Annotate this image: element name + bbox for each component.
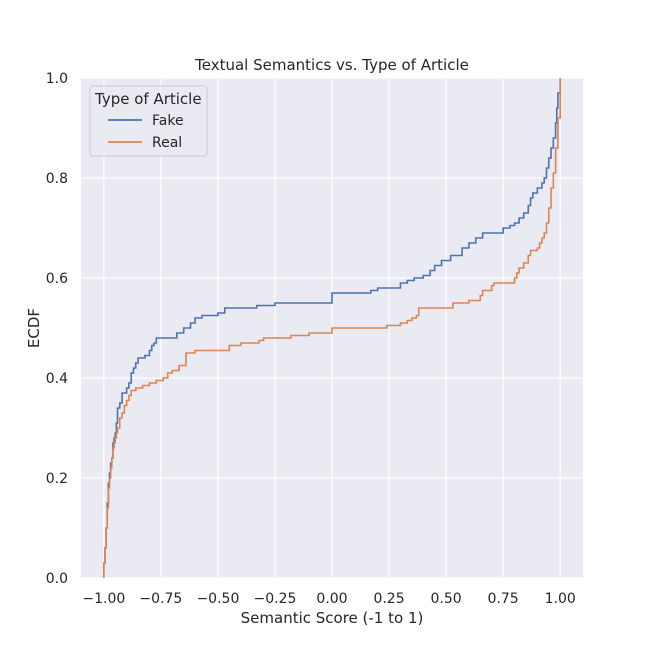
series-line-fake	[103, 78, 561, 578]
x-tick-labels: −1.00 −0.75 −0.50 −0.25 0.00 0.25 0.50 0.75 1.00	[82, 591, 575, 607]
legend-box	[89, 85, 208, 157]
series-lines	[103, 78, 561, 578]
x-tick-label: 0.25	[373, 591, 404, 607]
legend-label-real: Real	[152, 135, 182, 151]
grid-lines	[81, 77, 583, 579]
legend-label-fake: Fake	[152, 113, 184, 129]
y-axis-label: ECDF	[25, 308, 43, 348]
x-axis-label: Semantic Score (-1 to 1)	[241, 609, 424, 627]
y-tick-label: 1.0	[46, 71, 68, 87]
y-tick-label: 0.6	[46, 271, 68, 287]
x-tick-label: −1.00	[82, 591, 125, 607]
x-tick-label: −0.25	[254, 591, 297, 607]
x-tick-label: 1.00	[545, 591, 576, 607]
y-tick-label: 0.2	[46, 471, 68, 487]
x-tick-label: 0.00	[316, 591, 347, 607]
y-tick-label: 0.0	[46, 571, 68, 587]
legend-items: Fake Real	[108, 113, 184, 151]
x-tick-label: −0.75	[139, 591, 182, 607]
x-tick-label: 0.50	[431, 591, 462, 607]
x-tick-label: 0.75	[488, 591, 519, 607]
x-tick-label: −0.50	[196, 591, 239, 607]
y-tick-label: 0.8	[46, 171, 68, 187]
y-tick-labels: 0.0 0.2 0.4 0.6 0.8 1.0	[46, 71, 68, 587]
series-line-real	[103, 78, 561, 578]
legend-title: Type of Article	[94, 90, 202, 108]
legend: Type of Article Fake Real	[89, 85, 208, 157]
y-tick-label: 0.4	[46, 371, 68, 387]
chart-title: Textual Semantics vs. Type of Article	[194, 56, 469, 74]
